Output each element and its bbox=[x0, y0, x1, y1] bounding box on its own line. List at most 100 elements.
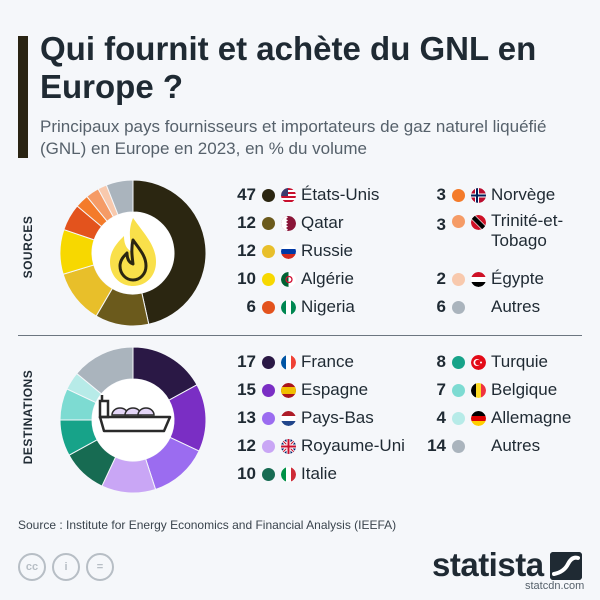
sources-legend-label: Algérie bbox=[301, 269, 354, 288]
destinations-legend-item: 13 Pays-Bas bbox=[228, 406, 374, 430]
statista-logo[interactable]: statista bbox=[432, 546, 544, 583]
destinations-legend-value: 10 bbox=[237, 464, 256, 483]
sources-legend-item: 3 Norvège bbox=[418, 183, 556, 207]
egypt-flag-icon bbox=[471, 271, 486, 287]
page-subtitle: Principaux pays fournisseurs et importat… bbox=[40, 117, 547, 158]
cc-icon[interactable]: cc bbox=[18, 553, 46, 581]
destinations-donut-chart bbox=[59, 346, 207, 494]
sources-legend-label: Russie bbox=[301, 241, 353, 260]
sources-legend-item: 12 Russie bbox=[228, 239, 353, 263]
destinations-legend-value: 7 bbox=[436, 380, 446, 399]
sources-legend-swatch bbox=[262, 216, 275, 230]
sources-donut-chart bbox=[59, 179, 207, 327]
uk-flag-icon bbox=[281, 438, 296, 454]
title-accent-bar bbox=[18, 36, 28, 158]
sources-legend-item: 6 Autres bbox=[418, 295, 541, 319]
destinations-legend-label: Turquie bbox=[491, 352, 549, 371]
sources-legend-value: 3 bbox=[436, 185, 446, 204]
sources-legend-swatch bbox=[262, 188, 275, 202]
sources-legend-item: 3 Trinité-et-Tobago bbox=[418, 211, 571, 255]
sources-legend-swatch bbox=[262, 244, 275, 258]
destinations-legend-swatch bbox=[262, 411, 275, 425]
destinations-legend-label: Belgique bbox=[491, 380, 558, 399]
belgium-flag-icon bbox=[471, 382, 486, 398]
watermark: statcdn.com bbox=[525, 580, 585, 592]
italy-flag-icon bbox=[281, 466, 296, 482]
destinations-legend-swatch bbox=[452, 411, 465, 425]
algeria-flag-icon bbox=[281, 271, 296, 287]
trinidad-flag-icon bbox=[471, 215, 486, 230]
nigeria-flag-icon bbox=[281, 299, 296, 315]
sources-legend-item: 47 États-Unis bbox=[228, 183, 379, 207]
sources-legend-value: 6 bbox=[246, 297, 256, 316]
destinations-legend-item: 10 Italie bbox=[228, 462, 337, 486]
license-icons: cc i = bbox=[18, 553, 114, 581]
destinations-legend-label: France bbox=[301, 352, 354, 371]
destinations-legend-swatch bbox=[262, 355, 275, 369]
destinations-legend-item: 12 Royaume-Uni bbox=[228, 434, 405, 458]
by-icon[interactable]: i bbox=[52, 553, 80, 581]
destinations-legend-value: 17 bbox=[237, 352, 256, 371]
sources-legend-value: 2 bbox=[436, 269, 446, 288]
sources-legend-swatch bbox=[452, 300, 465, 314]
sources-legend-item: 2 Égypte bbox=[418, 267, 544, 291]
destinations-legend-label: Autres bbox=[491, 436, 541, 455]
source-note: Source : Institute for Energy Economics … bbox=[18, 518, 397, 532]
destinations-legend-label: Espagne bbox=[301, 380, 369, 399]
turkey-flag-icon bbox=[471, 354, 486, 370]
russia-flag-icon bbox=[281, 243, 296, 259]
destinations-legend-swatch bbox=[452, 355, 465, 369]
lng-tanker-icon bbox=[98, 395, 172, 433]
sources-legend-item: 10 Algérie bbox=[228, 267, 354, 291]
norway-flag-icon bbox=[471, 187, 486, 203]
sources-legend-label: États-Unis bbox=[301, 185, 380, 204]
sources-legend-value: 6 bbox=[436, 297, 446, 316]
destinations-legend-value: 15 bbox=[237, 380, 256, 399]
netherlands-flag-icon bbox=[281, 410, 296, 426]
sources-legend-label: Qatar bbox=[301, 213, 344, 232]
sources-legend-value: 10 bbox=[237, 269, 256, 288]
destinations-legend-swatch bbox=[452, 439, 465, 453]
flame-icon bbox=[110, 218, 156, 286]
sources-legend-value: 12 bbox=[237, 213, 256, 232]
sources-legend-value: 12 bbox=[237, 241, 256, 260]
destinations-legend-label: Italie bbox=[301, 464, 337, 483]
destinations-legend-swatch bbox=[452, 383, 465, 397]
sources-legend-label: Égypte bbox=[491, 269, 544, 288]
destinations-legend-label: Pays-Bas bbox=[301, 408, 374, 427]
page-title: Qui fournit et achète du GNL en Europe ? bbox=[40, 30, 537, 105]
statista-logo-mark bbox=[550, 552, 582, 580]
sources-legend-value: 3 bbox=[436, 215, 446, 234]
sources-legend-swatch bbox=[262, 272, 275, 286]
sources-legend-swatch bbox=[452, 188, 465, 202]
no-flag-spacer bbox=[471, 439, 486, 454]
destinations-legend-item: 17 France bbox=[228, 350, 354, 374]
destinations-legend-value: 13 bbox=[237, 408, 256, 427]
destinations-legend-label: Royaume-Uni bbox=[301, 436, 405, 455]
destinations-legend-item: 14 Autres bbox=[418, 434, 540, 458]
destinations-legend-item: 8 Turquie bbox=[418, 350, 548, 374]
germany-flag-icon bbox=[471, 410, 486, 426]
nd-icon[interactable]: = bbox=[86, 553, 114, 581]
france-flag-icon bbox=[281, 354, 296, 370]
qatar-flag-icon bbox=[281, 215, 296, 231]
destinations-legend-value: 4 bbox=[436, 408, 446, 427]
sources-legend-label: Norvège bbox=[491, 185, 556, 204]
destinations-legend-swatch bbox=[262, 467, 275, 481]
sources-legend-swatch bbox=[262, 300, 275, 314]
sources-section-label: SOURCES bbox=[21, 215, 35, 279]
sources-legend-item: 6 Nigeria bbox=[228, 295, 355, 319]
sources-legend-value: 47 bbox=[237, 185, 256, 204]
sources-legend-swatch bbox=[452, 215, 465, 228]
sources-legend-label: Autres bbox=[491, 297, 541, 316]
destinations-legend-item: 4 Allemagne bbox=[418, 406, 572, 430]
destinations-legend-swatch bbox=[262, 383, 275, 397]
destinations-legend-value: 8 bbox=[436, 352, 446, 371]
sources-legend-label: Trinité-et-Tobago bbox=[491, 211, 564, 250]
destinations-legend-value: 14 bbox=[427, 436, 446, 455]
destinations-legend-item: 7 Belgique bbox=[418, 378, 558, 402]
destinations-legend-value: 12 bbox=[237, 436, 256, 455]
sources-legend-item: 12 Qatar bbox=[228, 211, 344, 235]
destinations-legend-label: Allemagne bbox=[491, 408, 572, 427]
no-flag-spacer bbox=[471, 300, 486, 315]
